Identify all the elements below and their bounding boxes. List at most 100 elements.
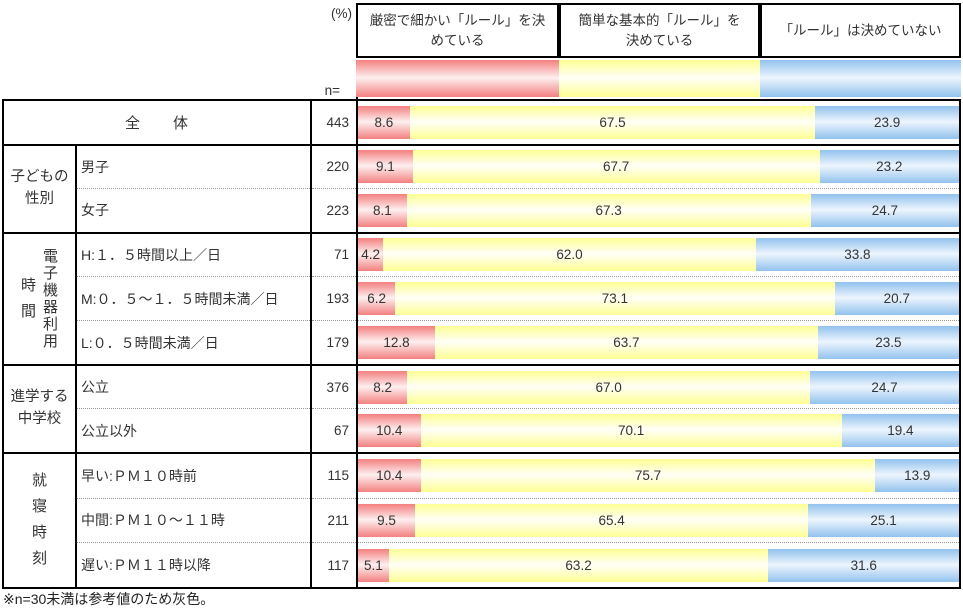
row-label: L:０．５時間未満／日 [76,320,312,365]
bar-value: 70.1 [618,423,645,439]
table-row: 就寝時刻 早い:ＰＭ１０時前 115 10.4 75.7 13.9 [3,451,960,588]
group-label: 子どもの 性別 [3,143,77,233]
bar-value: 23.5 [875,335,902,351]
table-row: 電子機器利用 時間 H:１．５時間以上／日 71 4.2 62.0 33.8 [3,231,960,365]
row-label: 公立以外 [76,408,312,453]
bar-segment-1: 67.7 [412,150,820,184]
bar-segment-1: 70.1 [420,414,842,448]
row-label: 遅い:ＰＭ１１時以降 [76,542,312,588]
stacked-bar: 4.2 62.0 33.8 [358,238,959,272]
legend-swatch-1 [559,60,760,97]
bar-cell: 4.2 62.0 33.8 [356,231,960,277]
bar-segment-0: 6.2 [358,282,396,316]
n-value: 220 [310,143,358,189]
table-row: 子どもの 性別 男子 220 9.1 67.7 23.2 [3,143,960,233]
table-row: 女子 223 8.1 67.3 24.7 [3,188,960,233]
group-label-vertical: 就寝時刻 [4,468,75,572]
bar-segment-2: 23.5 [817,326,959,360]
bar-value: 75.7 [634,468,662,484]
bar-value: 9.1 [375,159,395,175]
n-value: 193 [310,276,358,321]
bar-value: 24.7 [871,379,898,395]
bar-value: 13.9 [904,468,931,484]
n-value: 443 [310,99,358,145]
bar-segment-2: 33.8 [755,238,959,272]
bar-segment-1: 73.1 [395,282,835,316]
n-value: 223 [310,188,358,233]
group-label-vertical: 電子機器利用 時間 [4,248,75,350]
stacked-bar: 6.2 73.1 20.7 [358,282,959,316]
table-row: 中間:ＰＭ１０～１１時 211 9.5 65.4 25.1 [3,497,960,543]
chart-table: 全 体 443 8.6 67.5 23.9 子どもの 性別 男子 220 9.1 67.7 23.2 女… [2,99,961,589]
bar-segment-1: 67.5 [409,105,816,139]
stacked-bar: 10.4 75.7 13.9 [358,459,959,493]
bar-segment-0: 8.6 [358,105,410,139]
bar-value: 10.4 [376,468,403,484]
bar-value: 23.2 [876,159,903,175]
bar-segment-1: 67.0 [407,370,810,404]
bar-cell: 8.6 67.5 23.9 [356,99,960,145]
row-label: 中間:ＰＭ１０～１１時 [76,497,312,543]
n-value: 71 [310,231,358,277]
group-label-line: 中学校 [17,410,62,427]
group-label-line: 子どもの [10,168,69,185]
bar-value: 63.7 [613,335,640,351]
group-label-line: 性別 [25,190,54,207]
bar-segment-2: 25.1 [808,503,959,537]
n-value: 117 [310,542,358,588]
bar-segment-2: 23.9 [815,105,959,139]
bar-segment-2: 19.4 [841,414,959,448]
bar-segment-1: 62.0 [383,238,756,272]
bar-segment-0: 10.4 [358,459,421,493]
bar-cell: 12.8 63.7 23.5 [356,320,960,365]
bar-segment-0: 10.4 [358,414,421,448]
bar-value: 6.2 [367,291,387,307]
bar-cell: 10.4 70.1 19.4 [356,408,960,453]
bar-value: 24.7 [871,202,898,218]
bar-value: 62.0 [556,247,583,263]
bar-segment-2: 23.2 [819,150,959,184]
bar-value: 31.6 [850,557,877,573]
percent-unit-label: (%) [331,6,352,21]
bar-segment-0: 5.1 [358,548,389,582]
chart-table-body: 全 体 443 8.6 67.5 23.9 子どもの 性別 男子 220 9.1 67.7 23.2 女… [3,99,960,588]
legend-label-line: 決めている [625,32,694,48]
bar-value: 67.0 [595,379,622,395]
bar-segment-1: 63.7 [434,326,818,360]
bar-segment-2: 20.7 [834,282,959,316]
bar-value: 10.4 [376,423,403,439]
bar-segment-2: 31.6 [768,548,959,582]
bar-value: 67.3 [595,202,622,218]
bar-value: 67.5 [599,114,626,130]
bar-value: 8.6 [374,114,394,130]
group-label-column: 電子機器利用 [42,247,58,350]
bar-value: 5.1 [363,557,383,573]
legend-label-1: 簡単な基本的「ルール」を 決めている [559,3,760,58]
group-label-line: 進学する [10,389,69,406]
row-label: 公立 [76,364,312,409]
stacked-bar: 8.6 67.5 23.9 [358,105,959,139]
bar-cell: 5.1 63.2 31.6 [356,542,960,588]
group-label: 電子機器利用 時間 [3,231,77,365]
bar-value: 4.2 [361,247,381,263]
bar-value: 33.8 [844,247,871,263]
footnote: ※n=30未満は参考値のため灰色。 [3,591,215,607]
bar-segment-1: 65.4 [415,503,809,537]
stacked-bar: 5.1 63.2 31.6 [358,548,959,582]
bar-cell: 8.1 67.3 24.7 [356,188,960,233]
bar-cell: 10.4 75.7 13.9 [356,451,960,499]
bar-segment-1: 63.2 [388,548,769,582]
stacked-bar: 10.4 70.1 19.4 [358,414,959,448]
bar-value: 65.4 [598,512,625,528]
n-value: 115 [310,451,358,499]
stacked-bar: 8.2 67.0 24.7 [358,370,959,404]
n-equals-label: n= [324,83,340,98]
group-label-column: 就寝時刻 [31,472,47,568]
bar-segment-0: 8.1 [358,193,407,227]
legend-label-0: 厳密で細かい「ルール」を決 めている [356,3,559,58]
n-value: 67 [310,408,358,453]
bar-value: 12.8 [383,335,410,351]
stacked-bar: 9.1 67.7 23.2 [358,150,959,184]
row-label: 男子 [76,143,312,189]
legend-label-line: めている [430,32,485,48]
